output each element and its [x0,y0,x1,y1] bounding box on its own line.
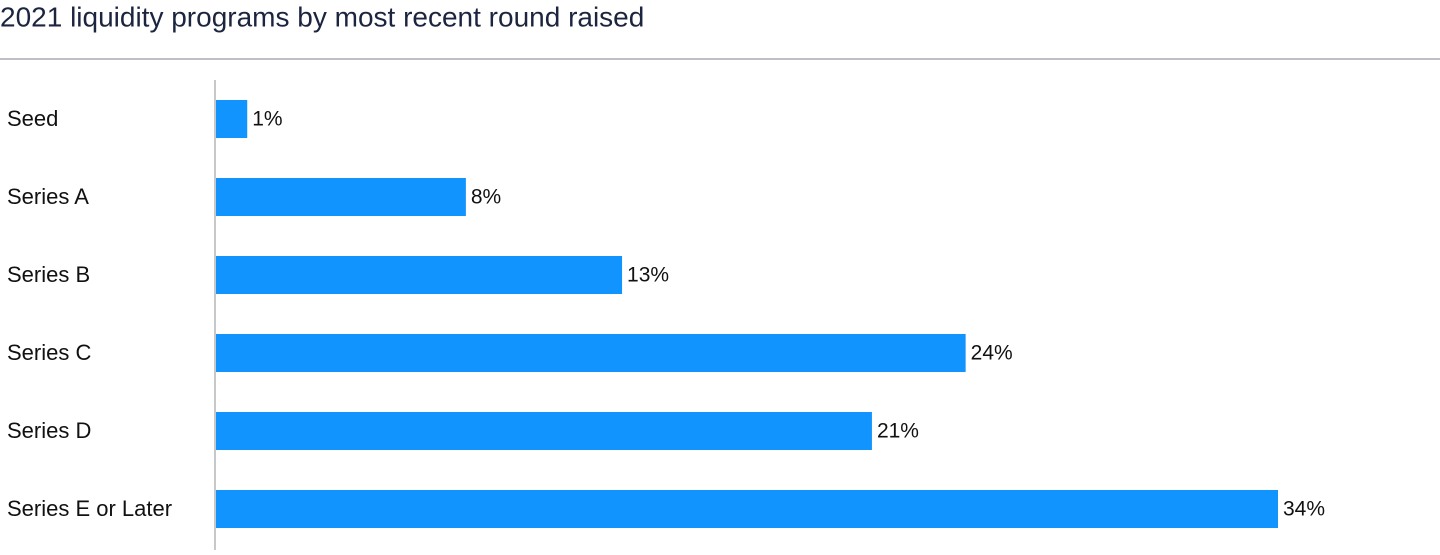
value-label: 21% [877,420,919,443]
value-label: 1% [252,108,282,131]
category-label: Seed [7,106,58,131]
category-label: Series D [7,418,91,443]
category-label: Series A [7,184,89,209]
value-label: 8% [471,186,501,209]
category-label: Series C [7,340,91,365]
bar [216,490,1278,528]
value-label: 13% [627,264,669,287]
bar [216,334,966,372]
value-label: 34% [1283,498,1325,521]
category-label: Series E or Later [7,496,172,521]
value-label: 24% [971,342,1013,365]
chart-title: 2021 liquidity programs by most recent r… [0,1,644,32]
bar [216,100,248,138]
bar [216,178,466,216]
category-label: Series B [7,262,90,287]
bar [216,256,623,294]
bar [216,412,872,450]
